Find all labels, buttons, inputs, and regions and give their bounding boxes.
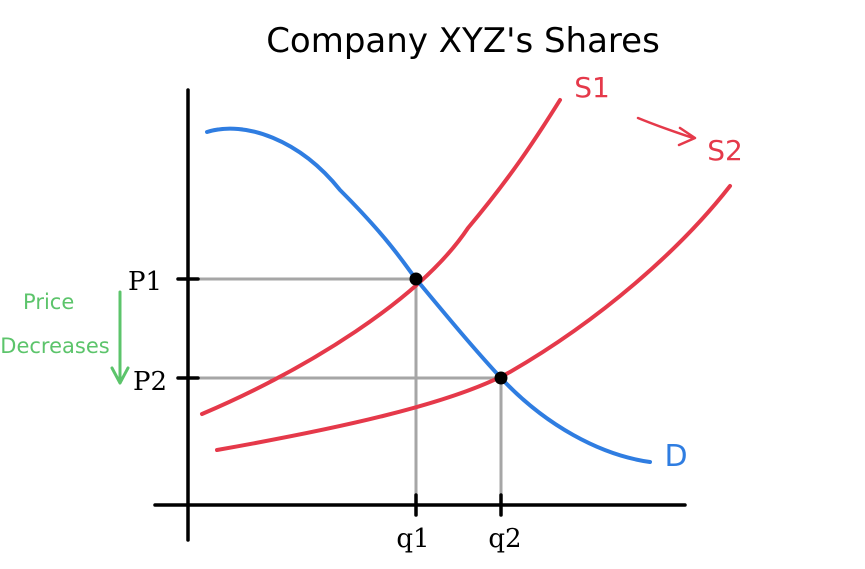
chart-title: Company XYZ's Shares bbox=[266, 21, 660, 61]
series-label-d: D bbox=[664, 439, 687, 474]
tick-label-p1: P1 bbox=[128, 267, 162, 297]
price-decreases-line-1: Price bbox=[23, 290, 74, 314]
series-s2-curve bbox=[215, 184, 732, 452]
series-label-s1: S1 bbox=[574, 71, 610, 104]
tick-label-q2: q2 bbox=[488, 524, 521, 554]
series-label-s2: S2 bbox=[707, 134, 743, 167]
tick-label-q1: q1 bbox=[396, 524, 429, 554]
supply-shift-arrow bbox=[636, 116, 697, 147]
equilibrium-point-2 bbox=[494, 371, 508, 385]
equilibrium-point-1 bbox=[409, 272, 423, 286]
series-s1-curve bbox=[200, 98, 562, 416]
tick-label-p2: P2 bbox=[133, 367, 167, 397]
price-decreases-line-2: Decreases bbox=[0, 334, 109, 358]
series-d-curve bbox=[205, 126, 652, 464]
price-decreases-label: Price Decreases bbox=[0, 290, 109, 358]
price-decrease-arrow bbox=[110, 290, 130, 385]
